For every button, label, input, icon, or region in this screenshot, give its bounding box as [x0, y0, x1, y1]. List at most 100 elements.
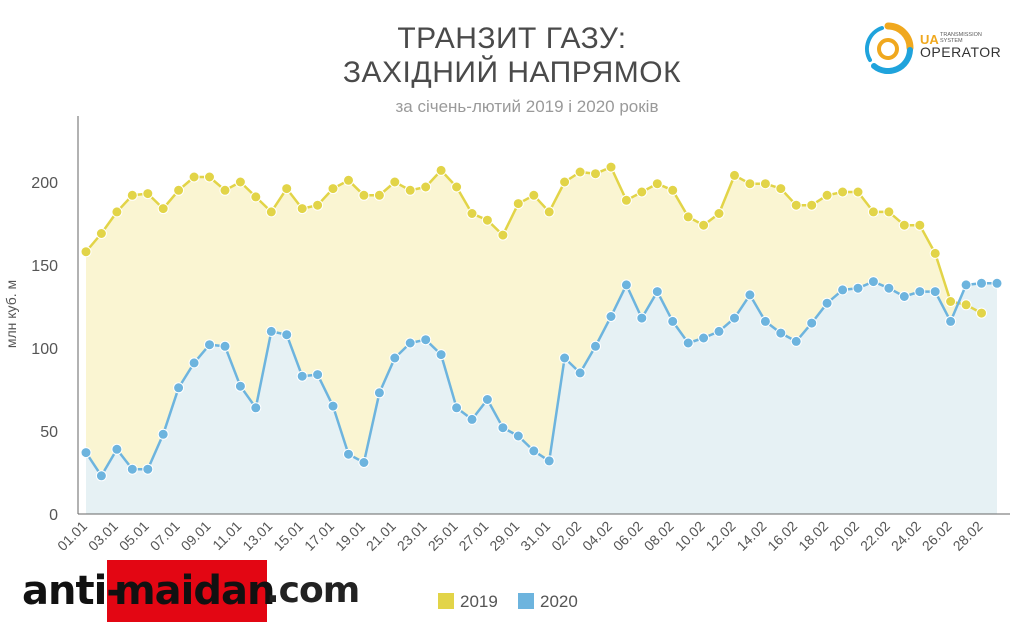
data-point-2020-30 — [528, 445, 540, 457]
legend-swatch-2020 — [518, 593, 534, 609]
data-point-2020-40 — [682, 337, 694, 349]
data-point-2019-13 — [265, 206, 277, 218]
logo-small-line-2: SYSTEM — [940, 38, 963, 44]
x-tick-label-04.02: 04.02 — [579, 518, 615, 554]
chart-subtitle: за січень-лютий 2019 і 2020 років — [395, 97, 659, 116]
data-point-2019-21 — [389, 176, 401, 188]
data-point-2020-34 — [590, 340, 601, 352]
data-point-2019-52 — [867, 206, 879, 218]
data-point-2019-42 — [713, 208, 725, 219]
x-tick-label-07.01: 07.01 — [147, 518, 183, 554]
data-point-2019-50 — [837, 186, 849, 198]
data-point-2019-4 — [126, 189, 138, 201]
x-tick-label-03.01: 03.01 — [85, 518, 121, 554]
data-point-2020-1 — [80, 447, 92, 459]
data-point-2019-48 — [806, 199, 818, 211]
data-point-2019-45 — [759, 178, 771, 190]
data-point-2020-32 — [559, 352, 571, 364]
data-point-2020-23 — [420, 334, 432, 346]
data-point-2020-47 — [790, 335, 802, 347]
data-point-2019-29 — [512, 198, 524, 210]
legend-swatch-2019 — [438, 593, 454, 609]
data-point-2019-56 — [929, 247, 941, 259]
legend-item-2019: 2019 — [438, 592, 498, 612]
data-point-2019-24 — [435, 164, 447, 176]
data-point-2020-22 — [404, 337, 416, 349]
y-tick-label-100: 100 — [31, 341, 58, 358]
data-point-2020-21 — [389, 352, 401, 364]
data-point-2019-28 — [497, 229, 509, 241]
data-point-2019-20 — [373, 189, 385, 201]
data-point-2020-16 — [312, 369, 324, 381]
watermark-part-2: maidan — [114, 568, 275, 614]
watermark: anti- maidan .com — [22, 560, 362, 622]
data-point-2019-40 — [682, 211, 694, 223]
data-point-2020-20 — [373, 387, 385, 399]
data-point-2020-52 — [867, 276, 879, 288]
data-point-2019-32 — [559, 176, 571, 188]
data-point-2020-38 — [651, 286, 663, 298]
data-point-2019-26 — [466, 208, 478, 219]
data-point-2020-25 — [451, 402, 463, 414]
data-point-2019-47 — [790, 199, 802, 211]
data-point-2019-53 — [883, 206, 895, 218]
data-point-2019-1 — [80, 246, 92, 258]
data-point-2020-26 — [466, 413, 478, 425]
data-point-2019-16 — [312, 199, 324, 211]
data-point-2020-6 — [157, 428, 169, 440]
data-point-2020-39 — [667, 315, 679, 327]
data-point-2019-2 — [95, 228, 107, 239]
data-point-2020-17 — [327, 400, 339, 412]
data-point-2020-28 — [497, 422, 509, 434]
data-point-2020-15 — [296, 370, 308, 382]
data-point-2019-6 — [157, 203, 169, 215]
chart-title-line-2: ЗАХІДНИЙ НАПРЯМОК — [342, 56, 682, 89]
x-tick-label-31.01: 31.01 — [517, 518, 553, 554]
data-point-2020-2 — [95, 470, 107, 482]
data-point-2019-11 — [234, 176, 246, 188]
data-point-2020-11 — [234, 380, 246, 392]
x-tick-label-17.01: 17.01 — [301, 518, 337, 554]
logo-small-line-1: TRANSMISSION — [940, 32, 982, 38]
data-point-2019-58 — [960, 299, 972, 311]
data-point-2020-53 — [883, 282, 895, 294]
data-point-2019-18 — [343, 174, 354, 186]
data-point-2019-33 — [574, 166, 586, 178]
data-point-2019-5 — [142, 188, 154, 200]
data-point-2019-51 — [852, 186, 864, 198]
x-tick-label-06.02: 06.02 — [610, 518, 646, 554]
x-tick-label-11.01: 11.01 — [209, 518, 245, 554]
x-tick-label-21.01: 21.01 — [363, 518, 399, 554]
data-point-2019-12 — [250, 191, 262, 203]
data-point-2020-45 — [759, 315, 771, 327]
data-point-2019-25 — [451, 181, 463, 193]
x-tick-label-13.01: 13.01 — [239, 518, 275, 554]
x-tick-label-15.01: 15.01 — [270, 518, 306, 554]
data-point-2019-43 — [729, 169, 740, 181]
logo-name: OPERATOR — [920, 44, 1002, 60]
data-point-2020-35 — [605, 311, 617, 322]
company-logo: UA TRANSMISSION SYSTEM OPERATOR — [860, 18, 1010, 78]
data-point-2020-31 — [543, 455, 555, 467]
legend-item-2020: 2020 — [518, 592, 578, 612]
data-point-2020-41 — [698, 332, 710, 344]
data-point-2020-7 — [173, 382, 185, 394]
area-2020 — [86, 281, 997, 514]
x-tick-label-12.02: 12.02 — [703, 518, 739, 554]
data-point-2020-48 — [806, 317, 818, 329]
logo-prefix: UA — [920, 32, 939, 47]
x-tick-label-26.02: 26.02 — [919, 518, 955, 554]
data-point-2020-12 — [250, 402, 262, 414]
data-point-2020-57 — [945, 315, 957, 327]
data-point-2020-49 — [821, 297, 833, 309]
data-point-2019-14 — [281, 183, 293, 195]
data-point-2019-31 — [543, 206, 555, 218]
x-tick-label-14.02: 14.02 — [733, 518, 769, 554]
x-tick-label-22.02: 22.02 — [857, 518, 893, 554]
x-tick-label-24.02: 24.02 — [888, 518, 924, 554]
data-point-2019-54 — [898, 219, 910, 231]
watermark-part-3: .com — [266, 570, 360, 611]
x-tick-label-20.02: 20.02 — [826, 518, 862, 554]
chart-title: ТРАНЗИТ ГАЗУ: ЗАХІДНИЙ НАПРЯМОК — [0, 22, 1024, 90]
data-point-2020-29 — [512, 430, 524, 442]
